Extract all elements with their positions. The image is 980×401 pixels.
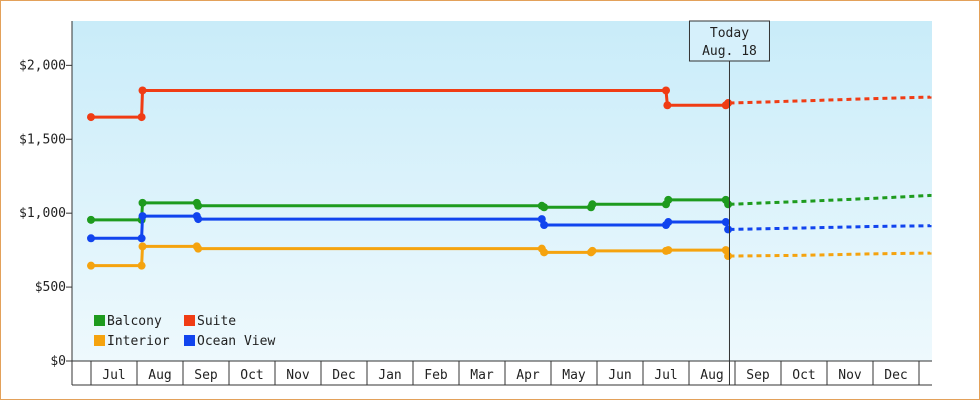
data-point: [137, 113, 146, 122]
data-point: [194, 244, 203, 253]
y-tick-label: $500: [35, 280, 66, 295]
x-tick-label: Nov: [286, 368, 310, 383]
y-axis: $0 $500 $1,000 $1,500 $2,000: [19, 21, 73, 385]
today-marker: Today Aug. 18: [688, 20, 770, 385]
forecast-line: [729, 224, 932, 231]
data-point: [137, 234, 146, 243]
x-tick-label: Jan: [378, 368, 401, 383]
data-point: [588, 246, 597, 255]
data-point: [87, 215, 95, 224]
x-tick-label: Apr: [516, 368, 540, 383]
data-point: [138, 242, 147, 251]
y-tick-label: $1,500: [19, 132, 66, 147]
x-tick-label: Jul: [654, 368, 677, 383]
y-tick-label: $1,000: [19, 206, 66, 221]
data-point: [663, 101, 672, 110]
legend-swatch: [184, 315, 195, 326]
data-point: [194, 201, 203, 210]
legend-swatch: [184, 335, 195, 346]
x-tick-label: Feb: [424, 368, 448, 383]
x-tick-label: Aug: [700, 368, 723, 383]
x-tick-label: Sep: [194, 368, 218, 383]
x-tick-label: Sep: [746, 368, 770, 383]
x-tick-label: Nov: [838, 368, 862, 383]
data-point: [138, 212, 147, 221]
legend-label: Interior: [107, 334, 170, 349]
data-point: [662, 86, 670, 95]
x-tick-label: Dec: [884, 368, 907, 383]
data-point: [664, 246, 673, 255]
data-point: [724, 252, 733, 261]
data-point: [724, 200, 733, 209]
today-label: Today: [710, 26, 749, 41]
x-tick-label: Oct: [240, 368, 263, 383]
y-tick-label: $2,000: [19, 58, 66, 73]
data-point: [87, 113, 95, 122]
series-suite: [87, 86, 932, 122]
data-point: [540, 248, 549, 257]
data-point: [721, 218, 730, 227]
data-point: [138, 86, 147, 95]
legend-swatch: [94, 315, 105, 326]
legend-label: Suite: [197, 314, 236, 329]
data-point: [194, 215, 203, 224]
forecast-line: [729, 251, 932, 258]
x-tick-label: Mar: [470, 368, 494, 383]
data-point: [87, 234, 95, 243]
data-point: [724, 99, 733, 108]
x-axis: Jul Aug Sep Oct Nov Dec Jan Feb Mar Apr May Jun Jul A…: [72, 360, 932, 386]
legend-swatch: [94, 335, 105, 346]
data-point: [87, 261, 95, 270]
x-tick-label: May: [562, 368, 586, 383]
series-interior: [87, 242, 932, 270]
data-point: [664, 195, 673, 204]
series-ocean-view: [87, 212, 932, 243]
x-tick-label: Jul: [102, 368, 125, 383]
legend-label: Balcony: [107, 314, 162, 329]
data-point: [588, 200, 597, 209]
forecast-line: [729, 95, 932, 105]
data-point: [138, 198, 147, 207]
data-point: [137, 261, 146, 270]
data-point: [540, 203, 549, 212]
series-layer: [87, 86, 932, 270]
today-box: [688, 20, 770, 62]
data-point: [664, 218, 673, 227]
y-tick-label: $0: [50, 354, 66, 369]
data-point: [540, 221, 549, 229]
plot-area: [72, 21, 932, 361]
x-tick-label: Aug: [148, 368, 171, 383]
series-line: [91, 88, 730, 119]
x-tick-label: Jun: [608, 368, 631, 383]
x-tick-label: Dec: [332, 368, 355, 383]
data-point: [724, 225, 733, 234]
legend-label: Ocean View: [197, 334, 275, 349]
legend: Balcony Suite Interior Ocean View: [94, 314, 275, 349]
forecast-line: [729, 193, 932, 206]
x-tick-label: Oct: [792, 368, 815, 383]
today-date-label: Aug. 18: [702, 44, 757, 59]
